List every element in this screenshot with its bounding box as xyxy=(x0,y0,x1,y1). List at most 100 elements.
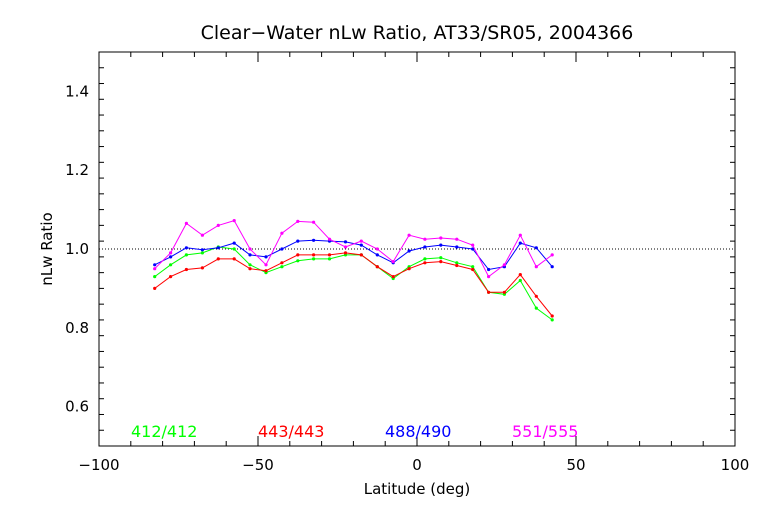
data-point xyxy=(184,253,188,257)
series-line-412-412 xyxy=(154,246,553,321)
data-point xyxy=(518,278,522,283)
data-point xyxy=(312,253,316,257)
data-point xyxy=(184,221,188,225)
data-point xyxy=(518,273,522,277)
data-point xyxy=(359,243,363,247)
y-axis-label: nLw Ratio xyxy=(38,212,56,285)
data-point xyxy=(248,247,252,251)
data-point xyxy=(248,263,252,267)
x-tick-label: 100 xyxy=(721,456,750,474)
series-group xyxy=(153,219,554,322)
data-point xyxy=(312,257,316,261)
data-point xyxy=(439,236,443,240)
data-point xyxy=(455,237,459,241)
data-point xyxy=(264,263,268,267)
data-point xyxy=(423,261,427,265)
data-point xyxy=(487,290,491,294)
data-point xyxy=(169,251,173,255)
data-point xyxy=(550,253,554,257)
data-point xyxy=(471,267,475,272)
data-point xyxy=(455,261,459,265)
data-point xyxy=(518,233,522,237)
axis-ticks xyxy=(98,52,736,446)
data-point xyxy=(391,260,395,264)
data-point xyxy=(153,263,157,267)
data-point xyxy=(534,294,538,298)
data-point xyxy=(471,265,475,269)
data-point xyxy=(359,253,363,257)
data-point xyxy=(375,253,379,257)
data-point xyxy=(455,245,459,249)
data-point xyxy=(200,251,204,255)
data-point xyxy=(518,241,522,245)
x-tick-label: 0 xyxy=(412,456,422,474)
series-line-551-555 xyxy=(154,220,553,278)
data-point xyxy=(296,239,300,243)
data-point xyxy=(534,246,538,250)
data-point xyxy=(216,223,220,227)
data-point xyxy=(391,275,395,279)
data-point xyxy=(327,253,332,257)
data-point xyxy=(280,265,284,269)
data-point xyxy=(423,237,427,241)
data-point xyxy=(248,267,252,271)
y-tick-label: 1.4 xyxy=(65,82,89,100)
y-tick-label: 1.0 xyxy=(65,240,89,258)
data-point xyxy=(550,265,554,269)
data-point xyxy=(280,231,284,235)
data-point xyxy=(343,245,348,249)
data-point xyxy=(153,275,157,279)
data-point xyxy=(439,243,443,247)
data-point xyxy=(216,257,220,261)
data-point xyxy=(343,251,348,255)
data-point xyxy=(296,253,300,257)
data-point xyxy=(534,306,538,310)
data-point xyxy=(200,248,204,252)
data-point xyxy=(471,243,475,247)
data-point xyxy=(248,253,252,257)
data-point xyxy=(232,241,236,245)
series-line-443-443 xyxy=(154,252,553,317)
data-point xyxy=(264,255,268,259)
axis-tick-labels: −100 −50 0 50 100 0.6 0.8 1.0 1.2 1.4 xyxy=(65,82,749,474)
y-tick-label: 0.8 xyxy=(65,319,89,337)
data-point xyxy=(550,314,554,318)
data-point xyxy=(423,257,427,261)
data-point xyxy=(169,275,173,279)
data-point xyxy=(153,267,157,271)
y-tick-label: 0.6 xyxy=(65,398,89,416)
data-point xyxy=(312,220,316,224)
data-point xyxy=(487,267,491,272)
data-point xyxy=(534,265,538,269)
data-point xyxy=(487,275,491,279)
data-point xyxy=(502,263,506,267)
data-point xyxy=(312,238,316,242)
data-point xyxy=(296,219,300,223)
data-point xyxy=(359,239,363,243)
data-point xyxy=(169,255,173,259)
data-point xyxy=(423,245,427,249)
data-point xyxy=(471,247,475,251)
x-tick-label: −50 xyxy=(242,456,274,474)
data-point xyxy=(216,246,220,250)
data-point xyxy=(407,233,411,237)
data-point xyxy=(184,246,188,250)
series-line-488-490 xyxy=(154,239,553,271)
data-point xyxy=(550,318,554,322)
data-point xyxy=(407,249,411,253)
legend: 412/412 443/443 488/490 551/555 xyxy=(131,422,578,441)
chart-title: Clear−Water nLw Ratio, AT33/SR05, 200436… xyxy=(201,22,634,44)
legend-entry-488: 488/490 xyxy=(385,422,451,441)
data-point xyxy=(407,267,411,271)
data-point xyxy=(232,247,236,251)
data-point xyxy=(439,260,443,264)
data-point xyxy=(153,286,157,290)
x-axis-label: Latitude (deg) xyxy=(364,480,470,498)
data-point xyxy=(439,256,443,260)
data-point xyxy=(232,257,236,261)
data-point xyxy=(343,240,348,244)
data-point xyxy=(280,261,284,265)
x-tick-label: −100 xyxy=(78,456,119,474)
y-tick-label: 1.2 xyxy=(65,161,89,179)
